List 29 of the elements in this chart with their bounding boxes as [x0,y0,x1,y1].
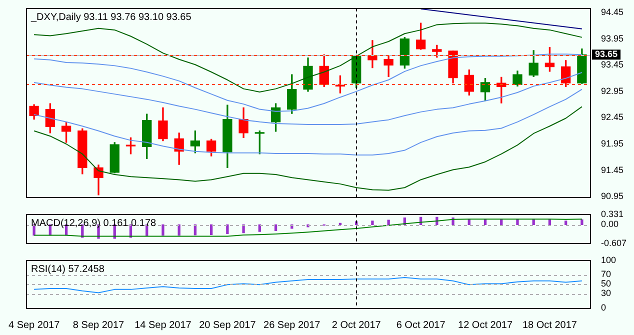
ref-line-label: 93.65 [595,49,618,60]
y-tick-label: 94.45 [601,7,624,18]
x-tick-label: 12 Oct 2017 [458,320,513,331]
y-tick-label: 50 [601,278,612,289]
y-tick-label: 0.00 [601,219,619,230]
chart-title: _DXY,Daily 93.11 93.76 93.10 93.65 [30,12,192,24]
y-tick-label: 91.95 [601,138,624,148]
y-tick-label: -0.607 [601,238,627,248]
y-tick-label: 92.95 [601,86,624,96]
y-tick-label: 92.45 [601,112,624,122]
y-tick-label: 70 [601,269,612,280]
y-tick-label: 30 [601,288,612,298]
y-tick-label: 0 [601,302,606,312]
y-tick-label: 91.45 [601,164,624,175]
x-tick-label: 2 Oct 2017 [332,320,382,331]
chart-title: RSI(14) 57.2458 [31,264,105,276]
x-tick-label: 20 Sep 2017 [199,320,256,331]
y-tick-label: 90.95 [601,191,624,202]
y-tick-label: 100 [601,254,616,265]
chart-title: MACD(12,26,9) 0.161 0.178 [31,218,157,230]
x-tick-label: 4 Sep 2017 [8,320,60,331]
y-tick-label: 93.95 [601,33,624,44]
y-tick-label: 93.45 [601,60,624,70]
x-tick-label: 18 Oct 2017 [522,320,578,331]
x-tick-label: 14 Sep 2017 [134,320,192,331]
y-tick-label: 0.331 [601,208,624,219]
x-tick-label: 26 Sep 2017 [264,320,321,331]
x-tick-label: 6 Oct 2017 [396,320,446,331]
x-tick-label: 8 Sep 2017 [72,320,125,331]
